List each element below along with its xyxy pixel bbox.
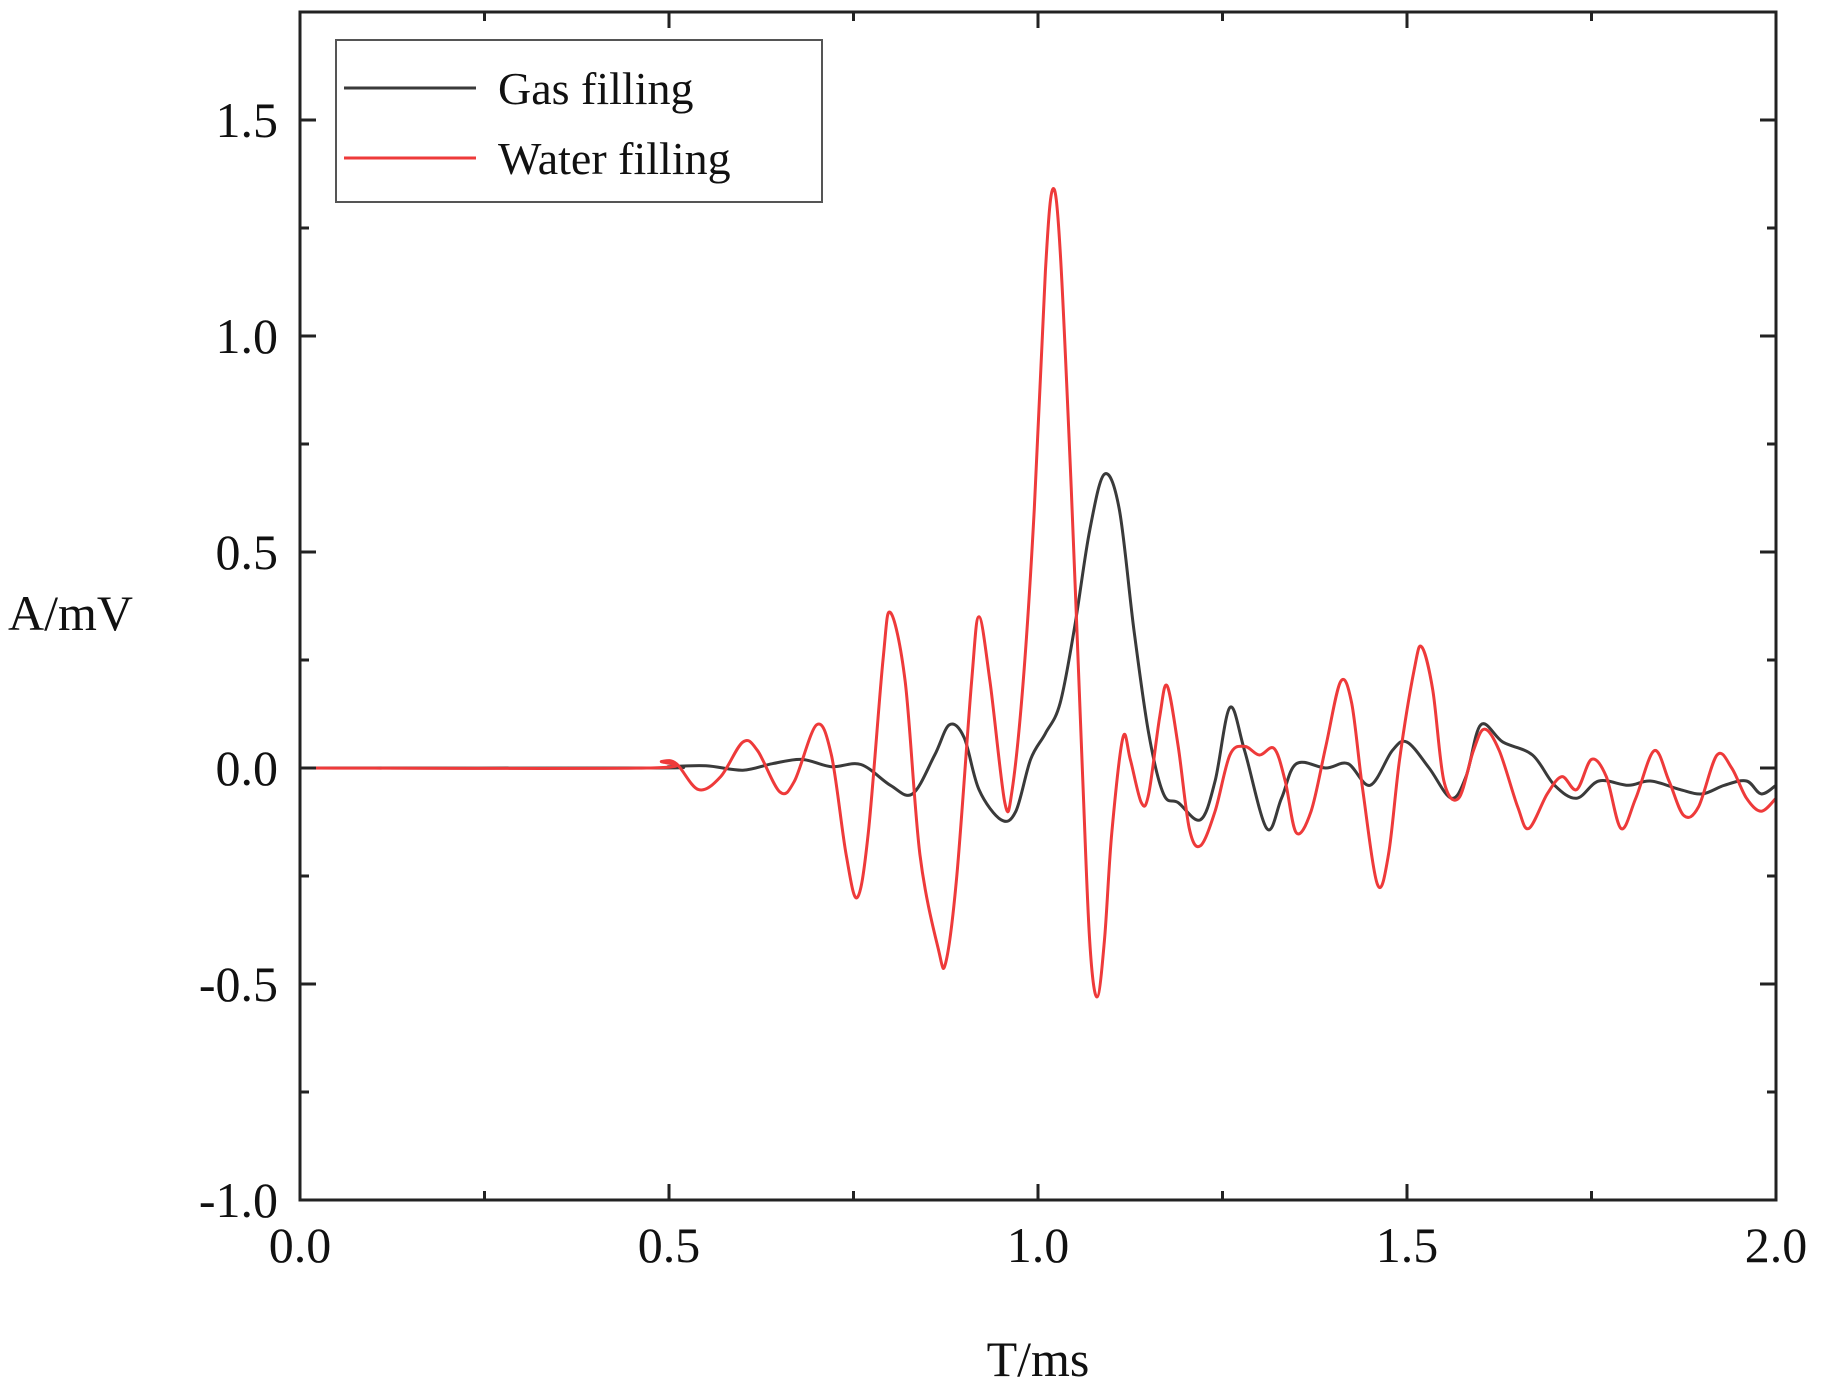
y-tick-label: 0.5 <box>216 524 279 580</box>
legend-box <box>335 39 823 203</box>
x-axis-title: T/ms <box>987 1331 1090 1387</box>
x-tick-label: 0.5 <box>638 1217 701 1273</box>
y-tick-label: -1.0 <box>199 1172 278 1228</box>
y-tick-label: 1.5 <box>216 92 279 148</box>
x-tick-label: 2.0 <box>1745 1217 1808 1273</box>
series-layer <box>299 187 1778 999</box>
x-tick-label: 1.5 <box>1376 1217 1439 1273</box>
legend: Gas filling Water filling <box>335 39 823 203</box>
y-axis-title: A/mV <box>8 585 133 641</box>
legend-items: Gas filling Water filling <box>344 63 731 184</box>
legend-label-gas-filling: Gas filling <box>498 63 693 114</box>
y-tick-label: 1.0 <box>216 308 279 364</box>
series-line-gas-filling <box>299 472 1777 832</box>
x-tick-label: 0.0 <box>269 1217 332 1273</box>
ticks-layer: 0.0 0.5 1.0 1.5 2.0 -1.0 -0.5 0.0 0.5 1.0 1.5 <box>199 10 1808 1273</box>
y-tick-label: 0.0 <box>216 740 279 796</box>
series-line-water-filling <box>299 187 1778 999</box>
x-tick-label: 1.0 <box>1007 1217 1070 1273</box>
y-tick-label: -0.5 <box>199 956 278 1012</box>
legend-label-water-filling: Water filling <box>498 133 731 184</box>
